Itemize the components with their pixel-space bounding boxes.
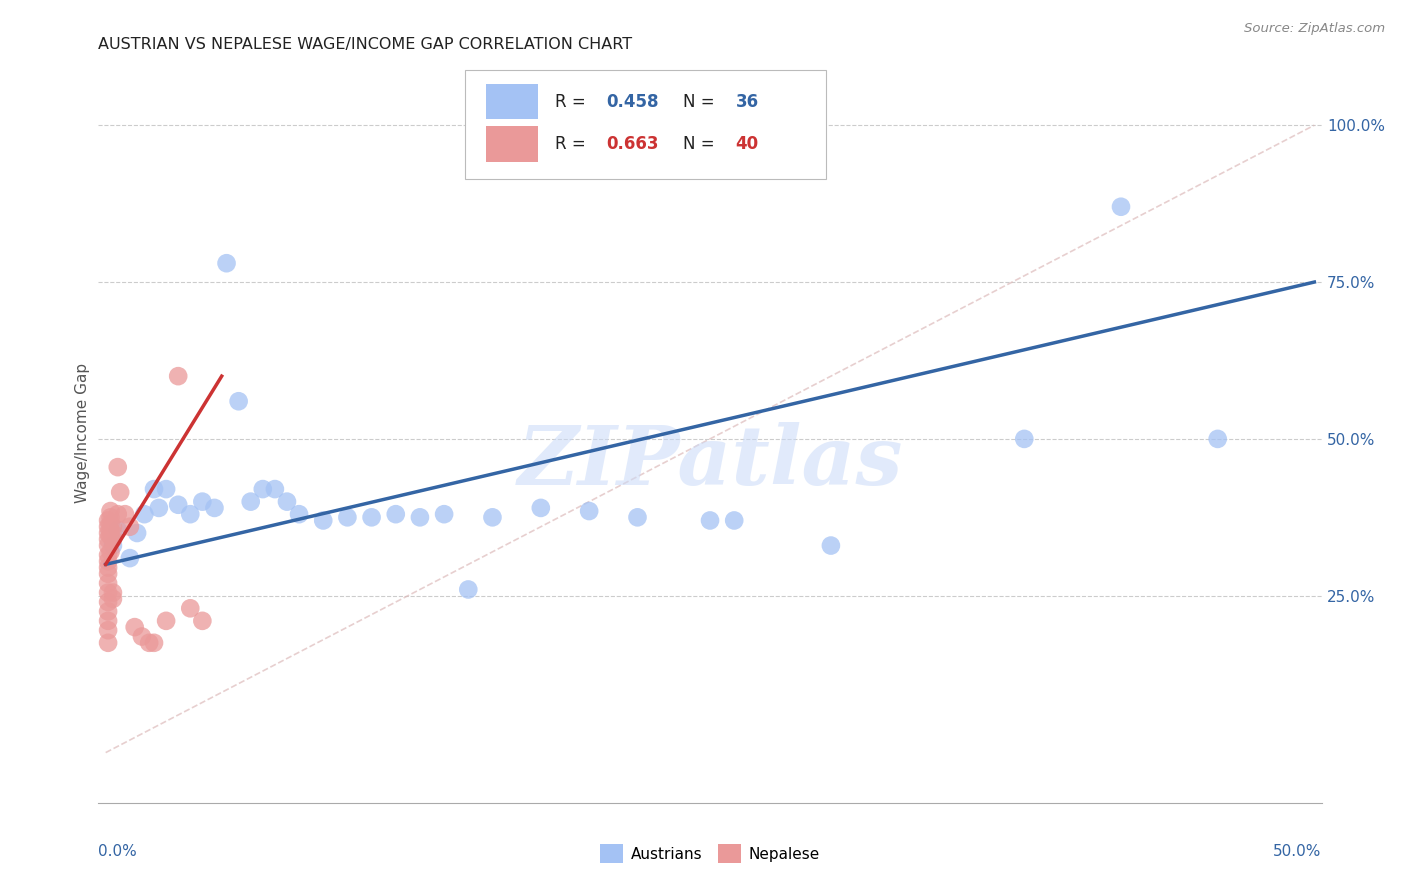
Point — [100, 523, 122, 537]
Point — [215, 256, 238, 270]
Point — [239, 494, 262, 508]
Point — [148, 500, 170, 515]
Point — [167, 498, 190, 512]
Point — [100, 510, 122, 524]
Point — [131, 630, 153, 644]
Point — [336, 510, 359, 524]
Point — [101, 533, 124, 547]
Point — [127, 526, 149, 541]
Point — [97, 636, 120, 650]
Point — [97, 604, 120, 618]
Text: 0.0%: 0.0% — [98, 844, 138, 858]
Point — [118, 551, 141, 566]
Point — [723, 513, 745, 527]
Point — [457, 582, 479, 597]
Point — [312, 513, 335, 527]
Point — [276, 494, 298, 508]
Point — [530, 500, 553, 515]
Point — [97, 595, 120, 609]
Point — [97, 526, 120, 541]
Point — [100, 545, 122, 559]
Point — [360, 510, 382, 524]
Point — [155, 482, 177, 496]
Point — [143, 482, 166, 496]
Point — [107, 507, 129, 521]
Point — [97, 520, 120, 534]
Point — [191, 494, 214, 508]
Point — [264, 482, 287, 496]
Point — [228, 394, 250, 409]
Point — [101, 585, 124, 599]
Text: 0.663: 0.663 — [606, 135, 658, 153]
Text: N =: N = — [683, 135, 720, 153]
Text: 50.0%: 50.0% — [1274, 844, 1322, 858]
Point — [118, 520, 141, 534]
Point — [1109, 200, 1132, 214]
Bar — [486, 126, 537, 161]
Point — [97, 566, 120, 581]
Point — [155, 614, 177, 628]
Bar — [486, 84, 537, 120]
Point — [699, 513, 721, 527]
Point — [179, 507, 201, 521]
Text: 36: 36 — [735, 93, 759, 111]
Text: Source: ZipAtlas.com: Source: ZipAtlas.com — [1244, 22, 1385, 36]
Point — [97, 585, 120, 599]
Point — [100, 516, 122, 531]
Point — [191, 614, 214, 628]
Point — [138, 636, 160, 650]
Point — [114, 507, 136, 521]
Text: R =: R = — [555, 135, 591, 153]
FancyBboxPatch shape — [465, 70, 827, 179]
Point — [409, 510, 432, 524]
Point — [481, 510, 503, 524]
Point — [100, 529, 122, 543]
Text: 0.458: 0.458 — [606, 93, 658, 111]
Point — [108, 485, 131, 500]
Point — [626, 510, 648, 524]
Point — [97, 560, 120, 574]
Point — [107, 460, 129, 475]
Point — [97, 554, 120, 568]
Text: N =: N = — [683, 93, 720, 111]
Point — [1206, 432, 1229, 446]
Point — [578, 504, 600, 518]
Text: ZIPatlas: ZIPatlas — [517, 422, 903, 502]
Point — [97, 548, 120, 562]
Point — [179, 601, 201, 615]
Point — [97, 624, 120, 638]
Point — [143, 636, 166, 650]
Point — [97, 533, 120, 547]
Point — [204, 500, 226, 515]
Point — [100, 504, 122, 518]
Point — [1014, 432, 1036, 446]
Point — [97, 513, 120, 527]
Point — [134, 507, 156, 521]
Y-axis label: Wage/Income Gap: Wage/Income Gap — [75, 362, 90, 503]
Point — [101, 520, 124, 534]
Text: AUSTRIAN VS NEPALESE WAGE/INCOME GAP CORRELATION CHART: AUSTRIAN VS NEPALESE WAGE/INCOME GAP COR… — [98, 37, 633, 52]
Point — [433, 507, 456, 521]
Point — [101, 526, 124, 541]
Point — [97, 539, 120, 553]
Legend: Austrians, Nepalese: Austrians, Nepalese — [595, 838, 825, 869]
Point — [820, 539, 842, 553]
Point — [384, 507, 406, 521]
Text: R =: R = — [555, 93, 591, 111]
Point — [101, 591, 124, 606]
Point — [252, 482, 274, 496]
Point — [97, 614, 120, 628]
Point — [288, 507, 311, 521]
Text: 40: 40 — [735, 135, 759, 153]
Point — [167, 369, 190, 384]
Point — [124, 620, 146, 634]
Point — [97, 576, 120, 591]
Point — [101, 539, 124, 553]
Point — [107, 523, 129, 537]
